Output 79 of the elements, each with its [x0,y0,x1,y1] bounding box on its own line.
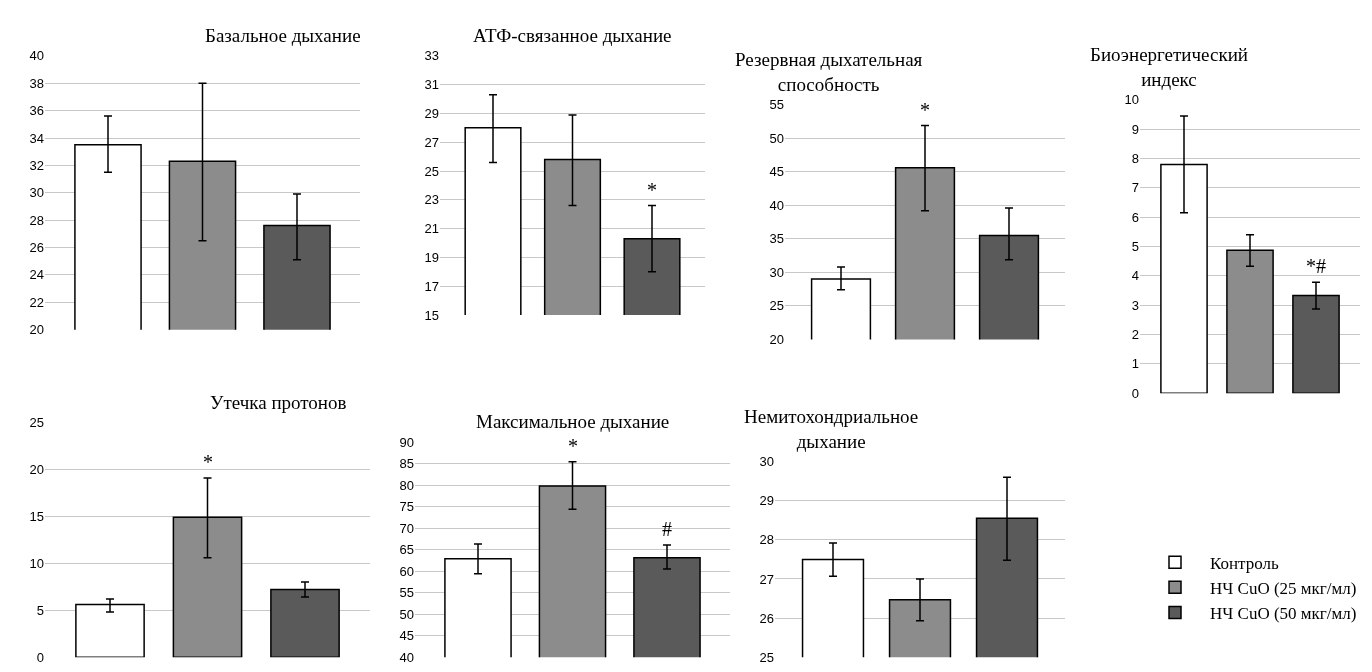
y-tick-label: 7 [1131,180,1139,196]
y-tick-label: 29 [424,106,439,121]
y-tick-label: 25 [424,163,439,179]
y-tick-label: 20 [29,322,44,338]
y-tick-label: 3 [1131,297,1139,313]
y-tick-label: 38 [29,75,44,91]
y-tick-label: 10 [1124,92,1139,108]
chart-title: Немитохондриальное дыхание [744,406,919,452]
y-tick-label: 31 [424,77,439,93]
y-tick-label: 27 [424,134,439,150]
y-tick-label: 6 [1131,209,1139,225]
chart-title: Утечка протонов [210,392,347,413]
y-tick-label: 0 [36,649,44,665]
data-label: * [647,179,657,201]
data-label: # [662,518,672,540]
y-tick-label: 15 [424,307,439,323]
y-tick-label: 50 [399,606,414,622]
y-tick-label: 26 [759,610,774,626]
chart-title: Резервная дыхательная способность [735,49,923,95]
y-tick-label: 80 [399,477,414,493]
legend-label: НЧ CuO (25 мкг/мл) [1210,579,1357,598]
y-tick-label: 32 [29,157,44,173]
y-tick-label: 27 [759,571,774,587]
data-label: * [203,451,213,473]
y-tick-label: 20 [29,461,44,477]
y-tick-label: 40 [399,649,414,665]
y-tick-label: 25 [759,649,774,665]
y-tick-label: 70 [399,520,414,536]
y-tick-label: 90 [399,434,414,450]
y-tick-label: 33 [424,48,439,64]
y-tick-label: 19 [424,249,439,265]
y-tick-label: 36 [29,103,44,119]
y-tick-label: 30 [759,454,774,470]
y-tick-label: 45 [769,164,784,180]
y-tick-label: 35 [769,231,784,247]
y-tick-label: 60 [399,563,414,579]
y-tick-label: 85 [399,456,414,472]
y-tick-label: 20 [769,331,784,347]
chart-title: Максимальное дыхание [476,411,670,432]
y-tick-label: 2 [1131,327,1139,343]
y-tick-label: 25 [769,298,784,314]
y-tick-label: 5 [1131,239,1139,255]
y-tick-label: 40 [29,48,44,64]
y-tick-label: 34 [29,130,44,146]
y-tick-label: 15 [29,508,44,524]
legend-label: Контроль [1210,553,1279,573]
chart-title: Базальное дыхание [205,25,361,46]
y-tick-label: 22 [29,294,44,310]
y-tick-label: 65 [399,542,414,558]
y-tick-label: 40 [769,197,784,213]
y-tick-label: 26 [29,240,44,256]
y-tick-label: 28 [29,212,44,228]
y-tick-label: 9 [1131,121,1139,137]
y-tick-label: 17 [424,278,439,294]
y-tick-label: 24 [29,267,44,283]
y-tick-label: 10 [29,555,44,571]
y-tick-label: 0 [1131,385,1139,401]
y-tick-label: 25 [29,415,44,431]
chart-title: Биоэнергетический индекс [1090,44,1248,90]
y-tick-label: 30 [769,264,784,280]
y-tick-label: 55 [399,585,414,601]
y-tick-label: 50 [769,130,784,146]
y-tick-label: 8 [1131,151,1139,167]
data-label: *# [1306,255,1326,277]
legend-label: НЧ CuO (50 мкг/мл) [1210,604,1357,624]
y-tick-label: 4 [1131,268,1139,284]
data-label: * [920,99,930,121]
y-tick-label: 5 [36,602,44,618]
y-tick-label: 30 [29,185,44,201]
y-tick-label: 1 [1131,356,1139,372]
y-tick-label: 23 [424,192,439,208]
data-label: * [568,435,578,457]
chart-title: АТФ-связанное дыхание [473,25,672,46]
y-tick-label: 75 [399,499,414,515]
y-tick-label: 55 [769,97,784,113]
y-tick-label: 21 [424,221,439,237]
y-tick-label: 45 [399,628,414,644]
y-tick-label: 28 [759,532,774,548]
y-tick-label: 29 [759,493,774,509]
